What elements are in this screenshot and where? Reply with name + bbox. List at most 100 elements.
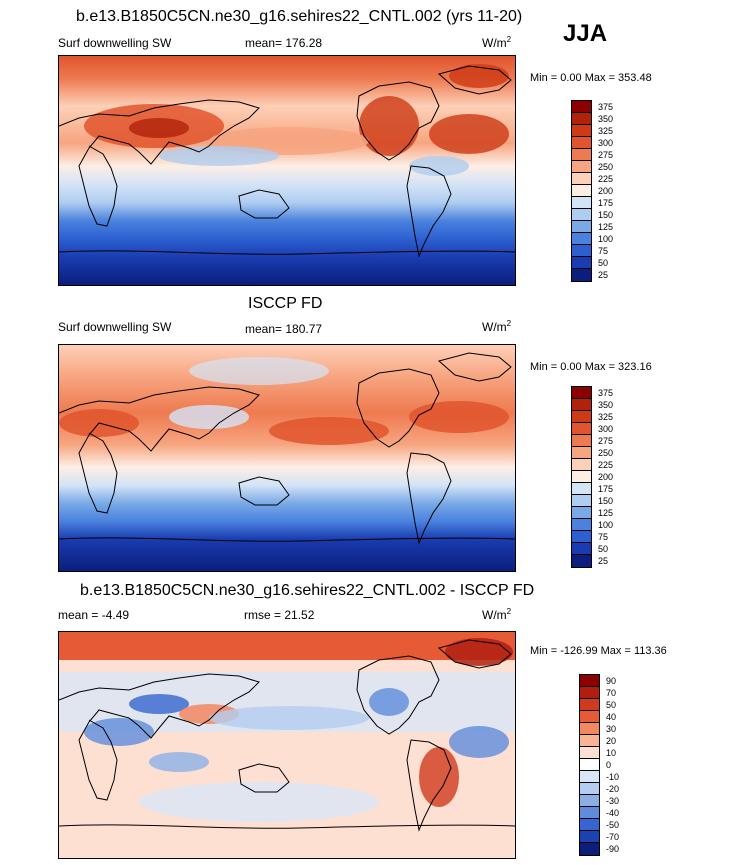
panel2-colorbar: 375 350 325 300 275 250 225 200 175 150 125 100 75 50… bbox=[571, 386, 632, 568]
panel3-map bbox=[58, 631, 516, 859]
colorbar-swatch bbox=[571, 100, 592, 114]
panel3-colorbar: 90 70 50 40 30 20 10 0 -10 -20 -30 -40 -50 -70 -90 bbox=[579, 674, 640, 856]
colorbar-label: 200 bbox=[598, 186, 614, 196]
colorbar-label: 350 bbox=[598, 114, 614, 124]
colorbar-swatch bbox=[571, 482, 592, 496]
colorbar-label: 275 bbox=[598, 150, 614, 160]
colorbar-label: 250 bbox=[598, 448, 614, 458]
colorbar-swatch bbox=[579, 842, 600, 856]
colorbar-label: 10 bbox=[606, 748, 617, 758]
colorbar-label: 30 bbox=[606, 724, 617, 734]
colorbar-label: 75 bbox=[598, 532, 609, 542]
colorbar-label: 175 bbox=[598, 484, 614, 494]
colorbar-swatch bbox=[579, 794, 600, 808]
panel1-minmax: Min = 0.00 Max = 353.48 bbox=[530, 72, 652, 84]
panel2-units: W/m2 bbox=[482, 319, 512, 335]
colorbar-label: 125 bbox=[598, 222, 614, 232]
colorbar-label: -30 bbox=[606, 796, 620, 806]
panel2-title: ISCCP FD bbox=[248, 295, 323, 312]
colorbar-label: 150 bbox=[598, 496, 614, 506]
colorbar-label: 275 bbox=[598, 436, 614, 446]
colorbar-swatch bbox=[571, 458, 592, 472]
colorbar-swatch bbox=[579, 686, 600, 700]
colorbar-label: 70 bbox=[606, 688, 617, 698]
colorbar-swatch bbox=[571, 506, 592, 520]
colorbar-swatch bbox=[571, 434, 592, 448]
colorbar-label: 300 bbox=[598, 424, 614, 434]
colorbar-swatch bbox=[579, 746, 600, 760]
colorbar-swatch bbox=[571, 530, 592, 544]
panel1-colorbar: 375 350 325 300 275 250 225 200 175 150 125 100 75 50… bbox=[571, 100, 632, 282]
colorbar-label: 90 bbox=[606, 676, 617, 686]
colorbar-label: 20 bbox=[606, 736, 617, 746]
panel1-mean: mean= 176.28 bbox=[245, 36, 323, 50]
colorbar-swatch bbox=[571, 208, 592, 222]
colorbar-swatch bbox=[571, 160, 592, 174]
colorbar-swatch bbox=[571, 494, 592, 508]
panel2-left-label: Surf downwelling SW bbox=[58, 320, 172, 334]
colorbar-label: 350 bbox=[598, 400, 614, 410]
colorbar-swatch bbox=[571, 124, 592, 138]
panel2-mean: mean= 180.77 bbox=[245, 322, 323, 336]
colorbar-swatch bbox=[571, 554, 592, 568]
colorbar-swatch bbox=[571, 446, 592, 460]
panel3-units: W/m2 bbox=[482, 607, 512, 623]
panel2-minmax: Min = 0.00 Max = 323.16 bbox=[530, 361, 652, 373]
colorbar-label: 325 bbox=[598, 126, 614, 136]
colorbar-swatch bbox=[571, 422, 592, 436]
colorbar-label: 100 bbox=[598, 520, 614, 530]
panel3-minmax: Min = -126.99 Max = 113.36 bbox=[530, 645, 667, 657]
season-label: JJA bbox=[563, 20, 608, 47]
panel1-title: b.e13.B1850C5CN.ne30_g16.sehires22_CNTL.… bbox=[76, 8, 523, 25]
colorbar-swatch bbox=[571, 136, 592, 150]
colorbar-label: 150 bbox=[598, 210, 614, 220]
colorbar-label: -20 bbox=[606, 784, 620, 794]
colorbar-swatch bbox=[571, 410, 592, 424]
colorbar-swatch bbox=[571, 244, 592, 258]
colorbar-label: 50 bbox=[606, 700, 617, 710]
colorbar-label: 50 bbox=[598, 544, 609, 554]
colorbar-swatch bbox=[579, 722, 600, 736]
colorbar-swatch bbox=[571, 184, 592, 198]
colorbar-label: 25 bbox=[598, 270, 609, 280]
colorbar-swatch bbox=[571, 398, 592, 412]
panel3-map-field bbox=[59, 632, 515, 858]
colorbar-swatch bbox=[579, 782, 600, 796]
colorbar-label: 225 bbox=[598, 460, 614, 470]
panel3-title: b.e13.B1850C5CN.ne30_g16.sehires22_CNTL.… bbox=[80, 582, 535, 599]
colorbar-label: -10 bbox=[606, 772, 620, 782]
colorbar-label: 100 bbox=[598, 234, 614, 244]
colorbar-swatch bbox=[571, 172, 592, 186]
colorbar-swatch bbox=[579, 806, 600, 820]
colorbar-swatch bbox=[579, 758, 600, 772]
colorbar-label: 50 bbox=[598, 258, 609, 268]
colorbar-swatch bbox=[571, 542, 592, 556]
colorbar-swatch bbox=[579, 674, 600, 688]
colorbar-label: 325 bbox=[598, 412, 614, 422]
colorbar-label: 375 bbox=[598, 102, 614, 112]
panel1-left-label: Surf downwelling SW bbox=[58, 36, 172, 50]
colorbar-label: -50 bbox=[606, 820, 620, 830]
panel1-map bbox=[58, 55, 516, 286]
panel1-map-field bbox=[59, 56, 515, 285]
colorbar-swatch bbox=[579, 710, 600, 724]
colorbar-label: 0 bbox=[606, 760, 612, 770]
colorbar-label: 175 bbox=[598, 198, 614, 208]
colorbar-label: -40 bbox=[606, 808, 620, 818]
colorbar-label: 375 bbox=[598, 388, 614, 398]
colorbar-swatch bbox=[571, 220, 592, 234]
colorbar-label: 40 bbox=[606, 712, 617, 722]
colorbar-swatch bbox=[571, 386, 592, 400]
colorbar-swatch bbox=[571, 256, 592, 270]
colorbar-label: 250 bbox=[598, 162, 614, 172]
colorbar-swatch bbox=[571, 470, 592, 484]
panel3-mean: mean = -4.49 bbox=[58, 608, 130, 622]
colorbar-swatch bbox=[579, 734, 600, 748]
colorbar-label: -70 bbox=[606, 832, 620, 842]
colorbar-swatch bbox=[571, 232, 592, 246]
colorbar-swatch bbox=[571, 148, 592, 162]
colorbar-label: 300 bbox=[598, 138, 614, 148]
colorbar-swatch bbox=[579, 818, 600, 832]
colorbar-label: -90 bbox=[606, 844, 620, 854]
colorbar-label: 225 bbox=[598, 174, 614, 184]
